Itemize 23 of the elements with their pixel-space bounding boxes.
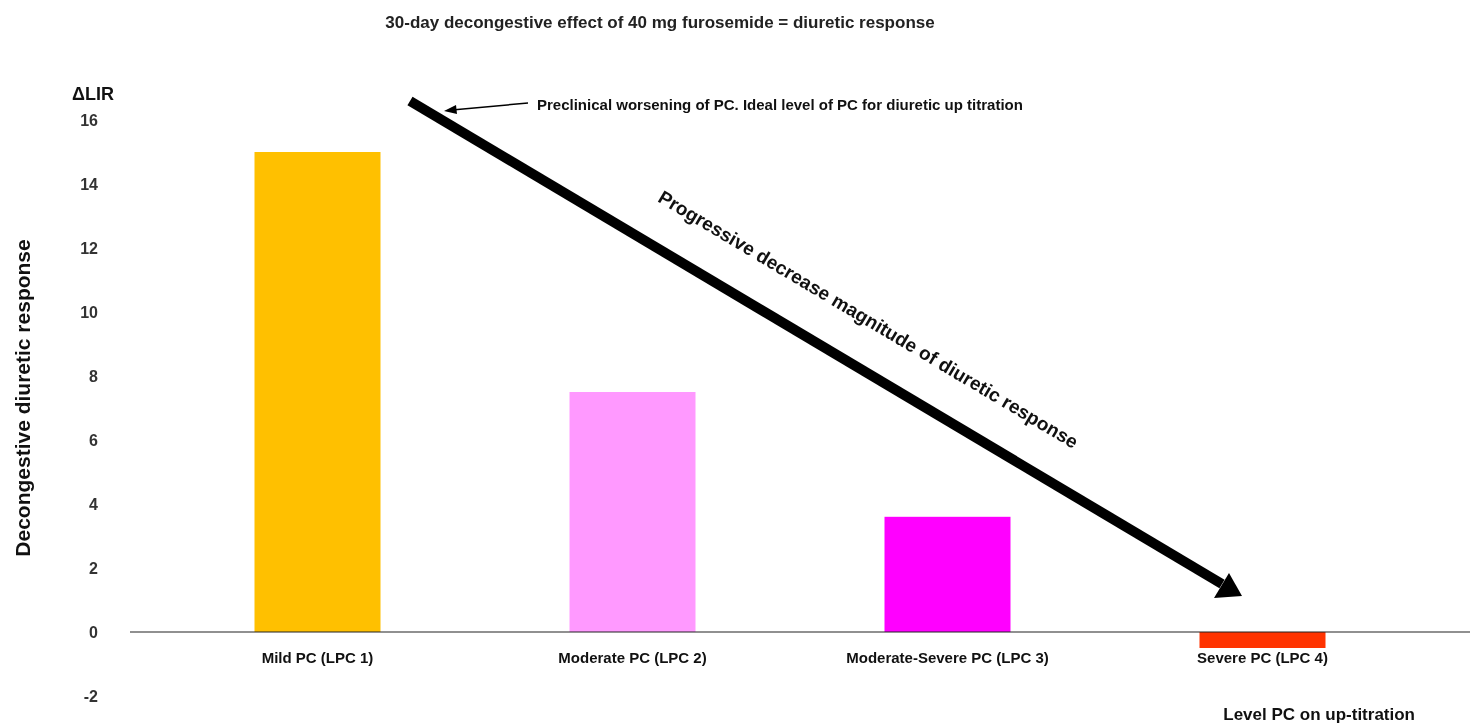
y-tick-label: 0 [89, 623, 99, 641]
bar [1199, 632, 1326, 648]
bar [884, 516, 1011, 632]
y-axis-title: Decongestive diuretic response [11, 239, 34, 557]
y-tick-label: 4 [89, 495, 99, 513]
text: Preclinical worsening of PC. Ideal level of PC for diuretic up titration [537, 96, 1023, 113]
bar [254, 152, 381, 632]
x-tick-label: Moderate PC (LPC 2) [558, 648, 707, 666]
y-tick-label: 10 [80, 303, 99, 321]
y-tick-label: 8 [89, 367, 99, 385]
y-tick-label: 6 [89, 431, 99, 449]
y-tick-label: -2 [83, 687, 99, 705]
y-tick-label: 14 [80, 175, 99, 193]
chart-title: 30-day decongestive effect of 40 mg furosemide = diuretic response [385, 13, 935, 32]
bar [569, 392, 696, 632]
x-axis-title: Level PC on up-titration [1223, 705, 1415, 724]
x-tick-label: Mild PC (LPC 1) [261, 648, 374, 666]
x-tick-label: Severe PC (LPC 4) [1197, 648, 1328, 666]
y-tick-label: 16 [80, 111, 99, 129]
y-tick-label: 12 [80, 239, 99, 257]
text: ΔLIR [72, 84, 114, 104]
x-tick-label: Moderate-Severe PC (LPC 3) [846, 648, 1049, 666]
y-tick-label: 2 [89, 559, 99, 577]
